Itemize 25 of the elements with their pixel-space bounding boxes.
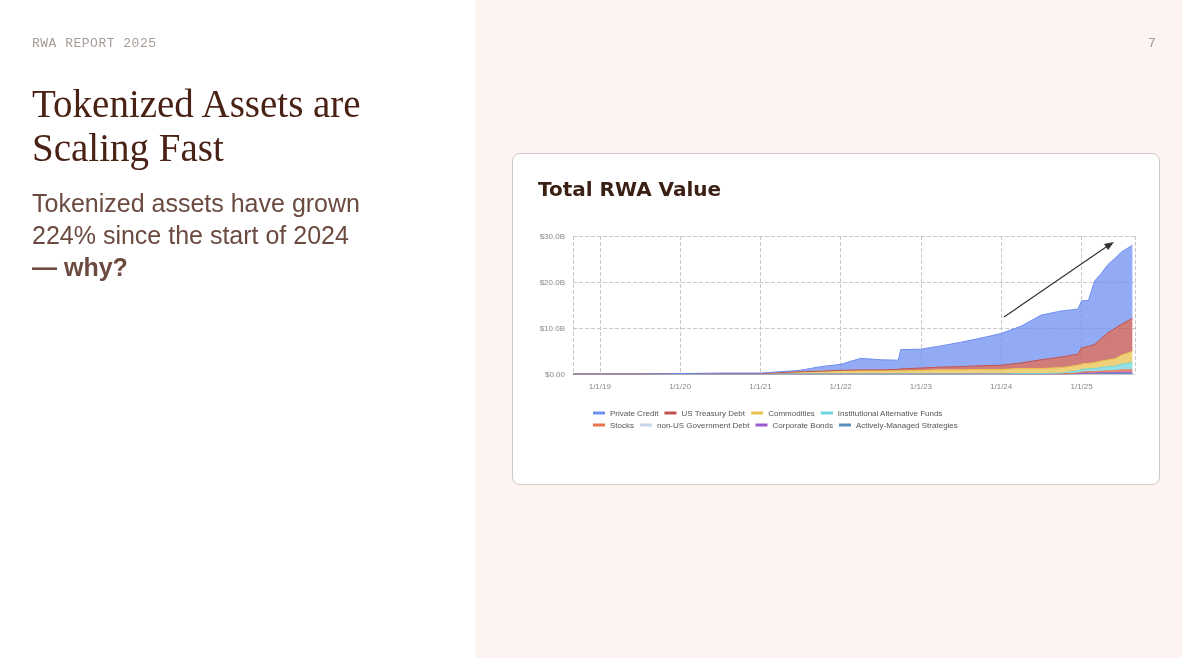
- y-tick-label: $10.0B: [539, 323, 565, 333]
- legend-label: US Treasury Debt: [681, 408, 746, 418]
- x-tick-label: 1/1/22: [829, 381, 853, 391]
- x-tick-label: 1/1/20: [668, 381, 692, 391]
- x-tick-label: 1/1/21: [749, 381, 773, 391]
- legend-label: Actively-Managed Strategies: [855, 420, 958, 430]
- y-tick-label: $20.0B: [539, 277, 565, 287]
- legend-label: Corporate Bonds: [772, 420, 833, 430]
- text: Tokenized Assets are Scaling Fast: [32, 82, 362, 170]
- text: — why?: [32, 252, 129, 283]
- text: RWA REPORT 2025: [32, 36, 157, 51]
- legend-label: Commodities: [768, 408, 815, 418]
- x-tick-label: 1/1/24: [990, 381, 1013, 391]
- text: 7: [1148, 36, 1156, 51]
- y-tick-label: $30.0B: [539, 231, 565, 241]
- y-tick-label: $0.00: [544, 369, 566, 379]
- legend-label: non-US Government Debt: [657, 420, 751, 430]
- x-tick-label: 1/1/23: [909, 381, 933, 391]
- x-tick-label: 1/1/25: [1070, 381, 1094, 391]
- text: Tokenized assets have grown 224% since the start of 2024: [32, 189, 360, 249]
- legend-label: Institutional Alternative Funds: [837, 408, 943, 418]
- x-tick-label: 1/1/19: [588, 381, 612, 391]
- chart-title: Total RWA Value: [538, 177, 722, 201]
- legend-label: Stocks: [610, 420, 635, 430]
- legend-label: Private Credit: [610, 408, 660, 418]
